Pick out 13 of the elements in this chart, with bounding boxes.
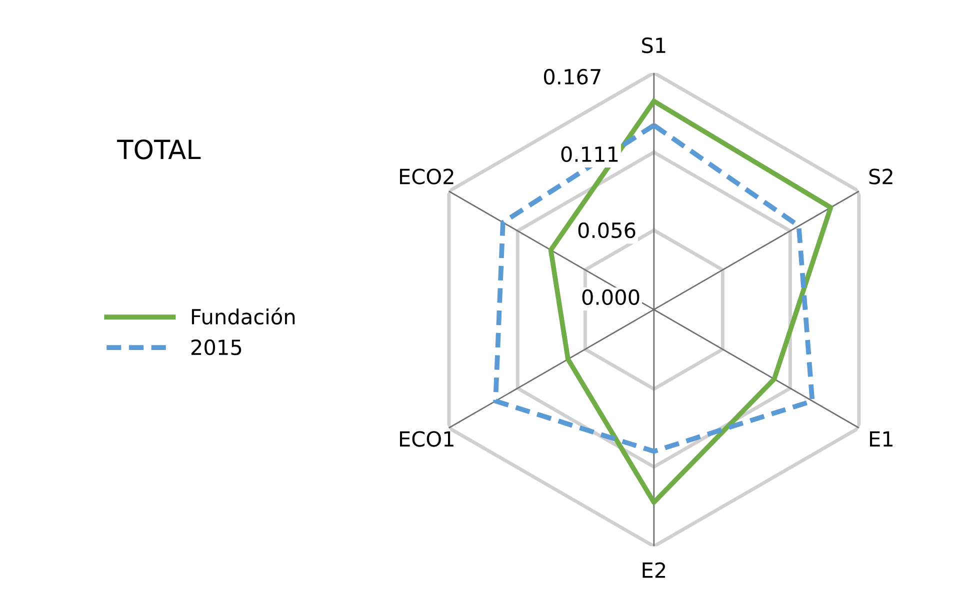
- text: TOTAL: [117, 139, 201, 160]
- spoke-label: ECO1: [400, 431, 454, 447]
- y-tick-label: 0.111: [561, 146, 618, 162]
- spoke-label: S2: [869, 168, 892, 184]
- legend-label: 2015: [191, 339, 242, 356]
- spoke-label: E1: [870, 431, 892, 447]
- y-tick-label: 0.056: [578, 222, 636, 238]
- spoke-label: E2: [642, 562, 666, 578]
- legend-label: Fundación: [192, 308, 295, 325]
- y-tick-label: 0.167: [544, 68, 600, 85]
- spoke-label: S1: [642, 37, 666, 54]
- spoke-label: ECO2: [400, 168, 454, 184]
- y-tick-label: 0.000: [582, 289, 640, 306]
